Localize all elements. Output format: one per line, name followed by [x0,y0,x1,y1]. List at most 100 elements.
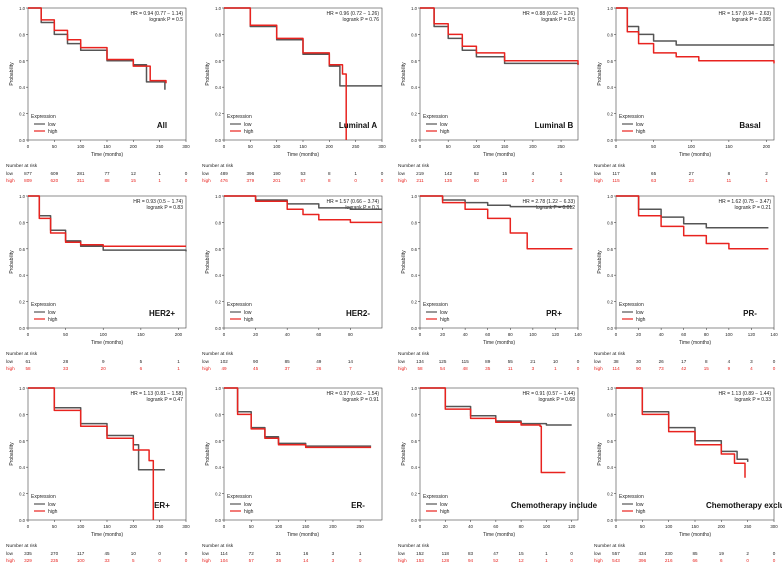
panel-title: All [157,121,167,130]
risk-count-high: 809 [24,178,32,183]
y-tick-label: 0.2 [411,492,417,497]
legend-label-low: low [636,310,644,316]
risk-count-high: 0 [158,558,161,563]
risk-count-low: 0 [570,551,573,556]
risk-count-high: 1 [177,366,180,371]
risk-row-label-high: high [202,178,211,183]
legend-title: Expression [227,114,252,120]
risk-count-high: 0 [773,366,776,371]
y-tick-label: 0.2 [411,112,417,117]
x-axis-label: Time (months) [91,532,123,538]
risk-row-label-high: high [398,558,407,563]
y-tick-label: 0.4 [411,85,417,90]
risk-row-label-low: low [202,171,210,176]
x-tick-label: 100 [543,524,551,529]
hazard-ratio-text: HR = 0.96 (0.72 − 1.26) [326,11,379,17]
panel-title: ER+ [154,501,170,510]
survival-curve-low [616,387,749,462]
plot-frame [223,387,383,521]
risk-table-header: Number at risk [398,351,430,357]
legend-label-low: low [244,122,252,128]
y-axis-label: Probability [401,250,407,274]
legend-title: Expression [31,302,56,308]
x-tick-label: 50 [249,524,254,529]
risk-count-high: 135 [444,178,452,183]
y-tick-label: 0.8 [19,220,25,225]
survival-curve-high [420,7,579,65]
y-tick-label: 0.4 [607,465,613,470]
risk-count-low: 114 [220,551,228,556]
km-panel: 0.0 0.2 0.4 0.6 0.8 1.0 0 50 100 150 200 250 300 Prob… [4,2,194,190]
survival-curve-high [28,195,186,247]
km-plot: 0.0 0.2 0.4 0.6 0.8 1.0 0 20 40 60 80 Probability HR… [202,194,383,371]
legend-label-low: low [48,502,56,508]
risk-count-high: 20 [101,366,107,371]
risk-count-high: 128 [441,558,449,563]
x-axis-label: Time (months) [483,532,515,538]
y-tick-label: 0.6 [607,247,613,252]
x-tick-label: 100 [77,144,85,149]
x-tick-label: 100 [725,332,733,337]
logrank-p-text: logrank P = 0.47 [147,397,184,403]
plot-frame [615,195,775,329]
x-tick-label: 250 [156,524,164,529]
risk-count-low: 30 [636,359,642,364]
legend-title: Expression [619,494,644,500]
y-axis-label: Probability [205,250,211,274]
x-tick-label: 300 [770,524,778,529]
y-tick-label: 1.0 [411,194,417,199]
y-tick-label: 0.6 [215,59,221,64]
y-tick-label: 0.0 [607,518,613,523]
x-tick-label: 0 [223,332,226,337]
legend-label-high: high [244,509,254,515]
logrank-p-text: logrank P = 0.085 [732,17,771,23]
risk-count-high: 8 [328,178,331,183]
legend-label-low: low [48,310,56,316]
y-tick-label: 1.0 [19,6,25,11]
risk-row-label-high: high [398,178,407,183]
legend-label-high: high [244,317,254,323]
risk-count-low: 230 [665,551,673,556]
risk-count-low: 49 [316,359,322,364]
risk-count-low: 270 [50,551,58,556]
panel-title: Basal [739,121,760,130]
y-tick-label: 0.0 [607,326,613,331]
x-tick-label: 100 [473,144,481,149]
risk-count-low: 31 [276,551,282,556]
x-tick-label: 0 [615,332,618,337]
y-tick-label: 0.0 [607,138,613,143]
x-tick-label: 0 [615,524,618,529]
risk-count-low: 10 [131,551,137,556]
risk-row-label-high: high [6,366,15,371]
risk-count-high: 100 [77,558,85,563]
risk-row-label-high: high [594,366,603,371]
risk-row-label-low: low [398,551,406,556]
km-panel: 0.0 0.2 0.4 0.6 0.8 1.0 0 50 100 150 200 Probabilit… [4,190,194,378]
risk-count-high: 0 [577,366,580,371]
risk-count-low: 557 [612,551,620,556]
x-tick-label: 150 [299,144,307,149]
risk-count-high: 37 [285,366,291,371]
risk-count-high: 33 [104,558,110,563]
y-tick-label: 0.6 [19,247,25,252]
y-tick-label: 0.0 [19,518,25,523]
x-tick-label: 40 [285,332,290,337]
risk-table-header: Number at risk [202,351,234,357]
risk-count-low: 281 [77,171,85,176]
risk-count-high: 80 [474,178,480,183]
y-axis-label: Probability [597,250,603,274]
risk-count-low: 335 [24,551,32,556]
logrank-p-text: logrank P = 0.3 [345,205,379,211]
risk-count-high: 35 [485,366,491,371]
risk-count-low: 1 [354,171,357,176]
risk-count-low: 47 [493,551,499,556]
risk-count-low: 0 [773,551,776,556]
x-tick-label: 150 [103,524,111,529]
y-tick-label: 0.8 [607,32,613,37]
risk-count-low: 3 [332,551,335,556]
risk-count-low: 5 [140,359,143,364]
risk-count-low: 65 [651,171,657,176]
risk-count-high: 104 [220,558,228,563]
x-tick-label: 200 [529,144,537,149]
y-tick-label: 1.0 [215,386,221,391]
